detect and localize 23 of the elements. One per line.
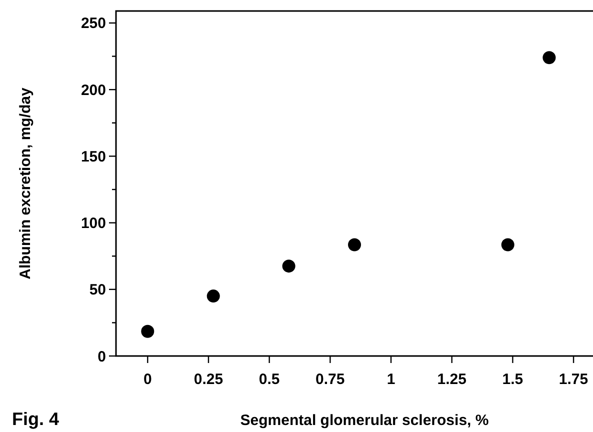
- x-axis-title: Segmental glomerular sclerosis, %: [240, 412, 489, 429]
- y-tick-label: 0: [98, 348, 106, 366]
- x-tick-label: 0.25: [194, 371, 224, 388]
- y-tick-label: 100: [80, 215, 106, 232]
- caption: Fig. 4: [12, 409, 60, 429]
- x-tick-label: 1.75: [558, 371, 588, 388]
- x-tick-label: 0.5: [258, 371, 280, 388]
- y-tick-label: 250: [80, 15, 106, 32]
- y-tick-label: 200: [80, 82, 106, 99]
- x-tick-label: 1: [386, 371, 396, 388]
- point: [542, 51, 556, 64]
- point: [141, 324, 154, 338]
- x-tick-label: 0: [143, 371, 152, 388]
- y-tick-label: 150: [80, 148, 106, 166]
- y-tick-label: 50: [89, 282, 106, 299]
- point: [501, 238, 514, 252]
- x-tick-label: 0.75: [316, 371, 345, 388]
- point: [282, 260, 296, 273]
- point: [206, 290, 220, 303]
- y-axis-title: Albumin excretion, mg/day: [17, 87, 34, 280]
- point: [348, 238, 361, 252]
- x-tick-label: 1.25: [437, 371, 466, 388]
- x-tick-label: 1.5: [502, 371, 524, 388]
